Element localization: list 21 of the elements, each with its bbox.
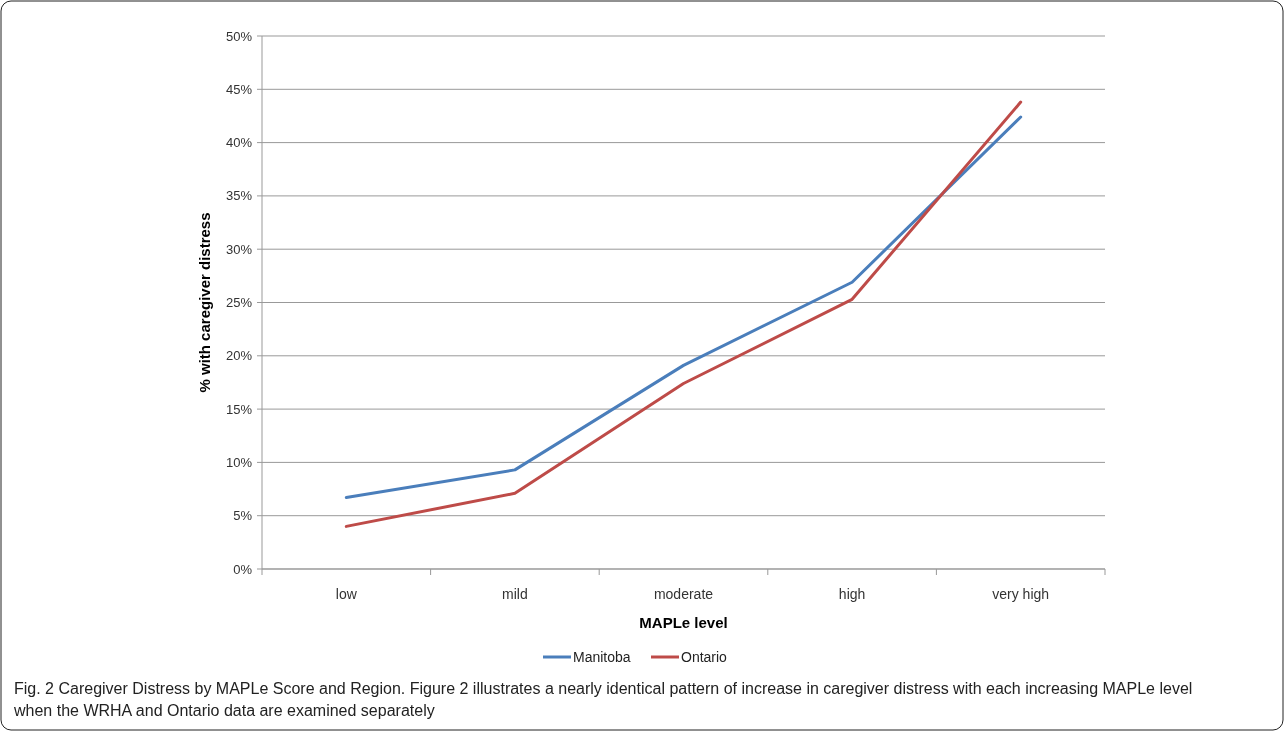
y-axis-title: % with caregiver distress	[196, 212, 213, 393]
x-axis-title: MAPLe level	[639, 614, 728, 631]
y-tick-label: 45%	[225, 81, 253, 97]
x-tick-label: low	[335, 586, 358, 602]
y-tick-label: 5%	[233, 508, 253, 524]
caption: Fig. 2 Caregiver Distress by MAPLe Score and Region. Figure 2 illustrates a nearly identical pattern of increase in caregiver distress with each increasing MAPLe level when the WRHA and Ontario data are examined separately	[13, 680, 1193, 719]
y-tick-label: 0%	[233, 561, 253, 577]
y-tick-label: 30%	[225, 241, 253, 257]
y-tick-label: 40%	[225, 135, 253, 151]
legend-label: Ontario	[681, 648, 728, 665]
x-tick-label: mild	[502, 586, 528, 602]
y-tick-label: 50%	[225, 28, 253, 44]
y-tick-label: 20%	[225, 348, 253, 364]
y-tick-label: 10%	[225, 454, 253, 470]
y-tick-label: 15%	[225, 401, 253, 417]
x-tick-label: high	[838, 586, 866, 602]
x-tick-label: very high	[992, 586, 1050, 602]
x-tick-label: moderate	[653, 586, 714, 602]
legend-label: Manitoba	[573, 648, 631, 665]
y-tick-label: 35%	[225, 188, 253, 204]
y-tick-label: 25%	[225, 295, 253, 311]
